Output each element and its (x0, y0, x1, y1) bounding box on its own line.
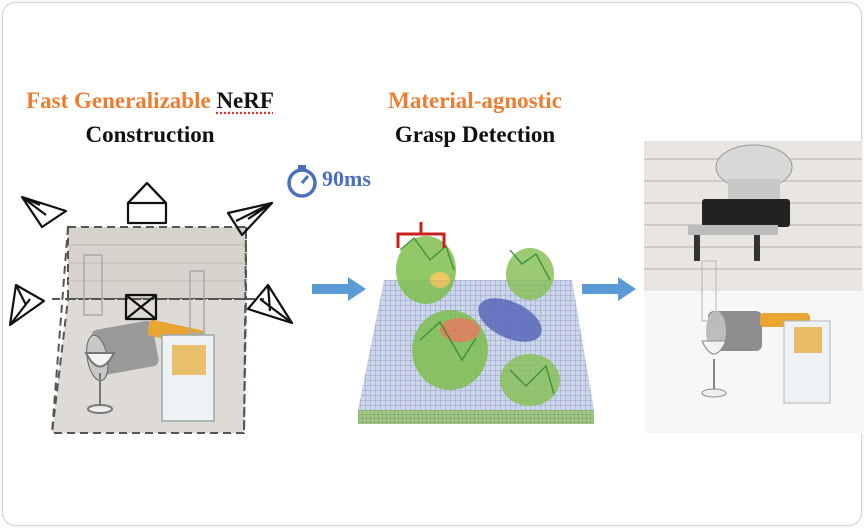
camera-icon-5 (124, 293, 158, 321)
title-mid-line1: Material-agnostic (388, 88, 562, 113)
photo-wine-glass (701, 340, 727, 355)
arrow-right-icon-1 (312, 277, 366, 301)
title-mid-line2: Grasp Detection (394, 122, 556, 147)
grasp-cluster-blue (478, 298, 542, 342)
title-left-orange: Fast Generalizable (26, 88, 217, 113)
title-left-nerf: NeRF (216, 88, 274, 113)
title-grasp-detection: Material-agnostic Grasp Detection (330, 84, 620, 152)
wine-glass-object (84, 352, 116, 414)
camera-icon-1 (20, 195, 68, 229)
grasp-cluster-2 (506, 248, 554, 300)
grasp-voxel-panel (358, 222, 594, 424)
stopwatch-icon (287, 165, 317, 198)
camera-icon-6 (246, 283, 294, 325)
arrow-right-icon-2 (582, 277, 636, 301)
nerf-scene-panel (8, 181, 294, 434)
grasp-cluster-4 (500, 354, 560, 406)
best-grasp-marker (396, 222, 446, 248)
grasp-cluster-yellow (430, 272, 450, 288)
robot-grasp-photo (644, 141, 862, 433)
tall-glass-object-2 (189, 270, 205, 334)
camera-icon-2 (126, 181, 168, 225)
camera-icon-3 (226, 201, 274, 237)
photo-tall-glass (701, 260, 717, 322)
title-nerf-construction: Fast Generalizable NeRF Construction (0, 84, 300, 152)
robot-arm (688, 144, 793, 261)
grasp-cluster-orange (440, 318, 480, 342)
voxel-floor-edge (358, 410, 594, 424)
tall-glass-object (83, 254, 103, 316)
title-left-line2: Construction (85, 122, 215, 147)
camera-icon-4 (8, 283, 46, 327)
glass-block-object (161, 334, 215, 422)
timer-label: 90ms (322, 166, 371, 191)
